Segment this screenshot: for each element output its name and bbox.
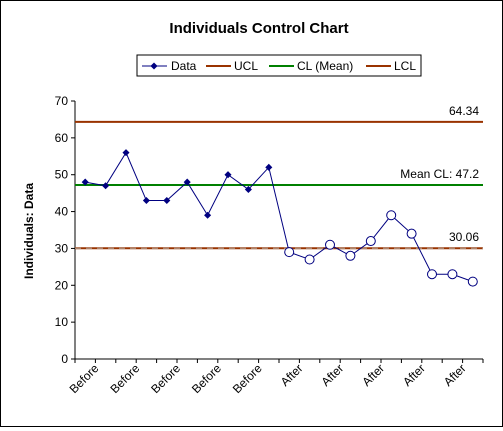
ucl-value-label: 64.34 (449, 104, 479, 118)
data-point (304, 254, 315, 265)
annotations: 64.34 Mean CL: 47.2 30.06 (400, 104, 479, 244)
data-point (467, 276, 478, 287)
y-tick-label: 20 (55, 278, 69, 292)
legend-data-label: Data (171, 59, 197, 73)
data-point (163, 196, 171, 205)
legend-ucl-label: UCL (234, 59, 258, 73)
data-point (284, 247, 295, 258)
y-axis-label: Individuals: Data (22, 183, 36, 279)
data-point (204, 211, 212, 219)
data-point (447, 269, 458, 280)
data-series (81, 149, 478, 287)
data-point (345, 250, 356, 261)
data-point (427, 269, 437, 280)
x-tick-label: Before (67, 361, 102, 396)
x-tick-label: After (359, 361, 387, 389)
reference-lines (75, 120, 483, 250)
legend-data-marker (150, 62, 158, 70)
data-point (142, 196, 150, 205)
y-tick-label: 50 (55, 168, 69, 182)
legend: Data UCL CL (Mean) LCL (136, 54, 422, 77)
lcl-value-label: 30.06 (449, 230, 479, 244)
y-tick-label: 30 (55, 241, 69, 255)
x-tick-label: After (278, 361, 306, 389)
x-axis: Before Before Before Before Before After After… (67, 358, 484, 396)
data-point (81, 178, 89, 186)
x-tick-label: Before (148, 361, 183, 396)
y-tick-label: 0 (61, 352, 68, 366)
x-tick-label: Before (107, 361, 142, 396)
legend-item-lcl: LCL (366, 59, 416, 73)
legend-item-ucl: UCL (206, 59, 258, 73)
data-point (265, 163, 273, 171)
legend-lcl-label: LCL (394, 59, 416, 73)
data-point (386, 210, 397, 221)
x-tick-label: Before (189, 361, 224, 396)
chart-title: Individuals Control Chart (169, 20, 348, 37)
data-point (183, 178, 191, 186)
data-point (325, 239, 335, 250)
data-point (244, 185, 252, 193)
y-tick-label: 40 (55, 205, 69, 219)
data-point (406, 228, 417, 239)
x-tick-label: After (319, 361, 347, 389)
legend-item-data: Data (142, 59, 197, 73)
data-point (224, 171, 232, 179)
cl-value-label: Mean CL: 47.2 (400, 167, 479, 181)
x-tick-label: After (400, 361, 428, 389)
y-tick-label: 70 (55, 94, 69, 108)
x-tick-label: Before (230, 361, 265, 396)
data-point (102, 182, 110, 190)
legend-cl-label: CL (Mean) (297, 59, 353, 73)
data-point (365, 236, 376, 247)
legend-item-cl: CL (Mean) (269, 59, 353, 73)
x-tick-label: After (441, 361, 469, 389)
y-axis: 0 10 20 30 40 50 60 70 (55, 94, 76, 366)
y-tick-label: 60 (55, 131, 69, 145)
data-point (122, 149, 130, 157)
y-tick-label: 10 (55, 315, 69, 329)
